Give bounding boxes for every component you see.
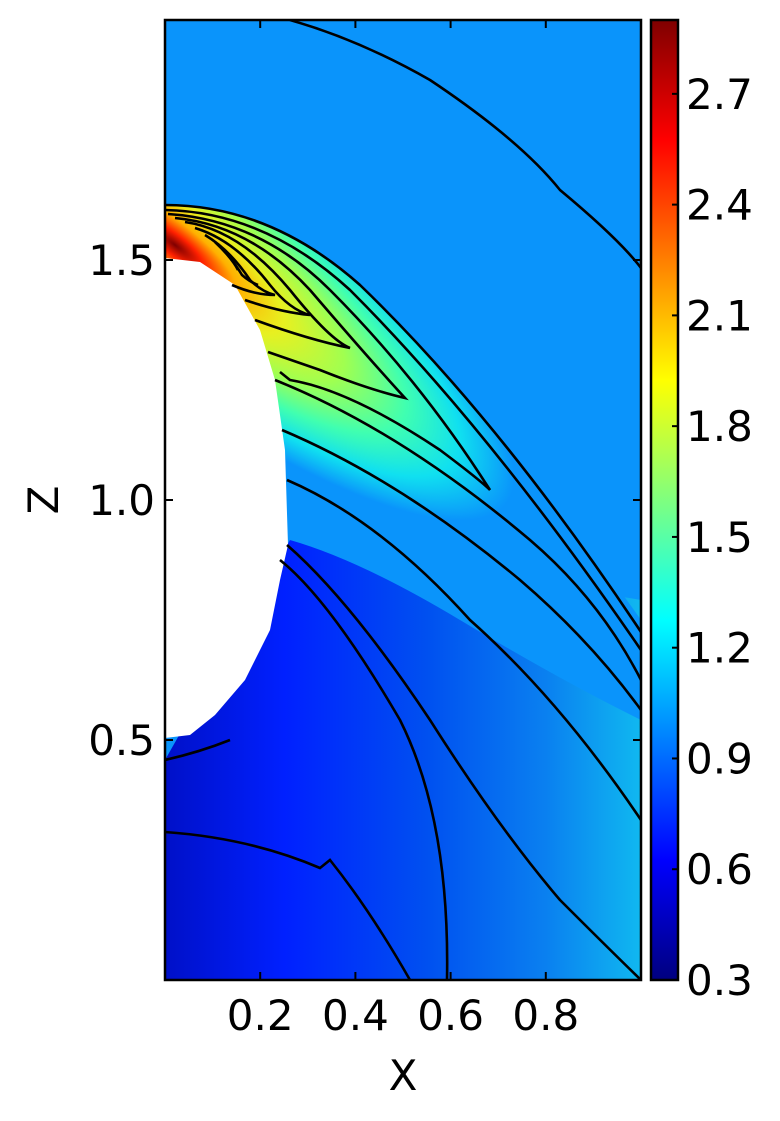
contour-line	[165, 738, 231, 762]
colorbar-tick-label: 1.5	[686, 513, 753, 562]
contour-line	[281, 428, 641, 711]
colorbar	[649, 18, 680, 982]
contour-lines	[165, 20, 641, 980]
contour-line	[221, 247, 240, 271]
plume-band	[165, 205, 641, 720]
contour-line	[165, 208, 641, 651]
plot-area	[165, 20, 641, 980]
contour-line	[279, 558, 449, 980]
contour-line	[286, 478, 641, 821]
x-axis-label: X	[389, 1051, 418, 1100]
colorbar-tick-label: 2.7	[686, 70, 753, 119]
y-tick-label: 0.5	[88, 716, 155, 765]
colorbar-tick-label: 2.1	[686, 291, 753, 340]
contour-line	[184, 220, 351, 350]
x-tick-label: 0.2	[227, 991, 294, 1040]
contour-line	[165, 830, 412, 980]
x-axis-ticks: 0.2 0.4 0.6 0.8	[227, 20, 579, 1040]
contour-line	[194, 226, 311, 317]
colorbar-tick-label: 1.8	[686, 402, 753, 451]
colorbar-tick-label: 0.6	[686, 845, 753, 894]
colorbar-ticks: 0.3 0.6 0.9 1.2 1.5 1.8 2.1 2.4 2.7	[672, 70, 753, 1005]
contour-line	[274, 378, 641, 681]
y-tick-label: 1.5	[88, 236, 155, 285]
contour-line	[167, 212, 492, 491]
y-axis-ticks: 0.5 1.0 1.5	[88, 236, 641, 765]
colorbar-tick-label: 0.9	[686, 734, 753, 783]
y-tick-label: 1.0	[88, 476, 155, 525]
masked-cavity	[165, 258, 288, 738]
x-tick-label: 0.4	[322, 991, 389, 1040]
colorbar-tick-label: 2.4	[686, 181, 753, 230]
contour-line	[165, 203, 641, 633]
x-tick-label: 0.6	[417, 991, 484, 1040]
contour-line	[286, 544, 641, 980]
x-tick-label: 0.8	[512, 991, 579, 1040]
colorbar-tick-label: 1.2	[686, 624, 753, 673]
y-axis-label: Z	[19, 486, 68, 515]
contour-line	[289, 20, 641, 269]
contour-line	[174, 216, 409, 401]
colorbar-tick-label: 0.3	[686, 956, 753, 1005]
